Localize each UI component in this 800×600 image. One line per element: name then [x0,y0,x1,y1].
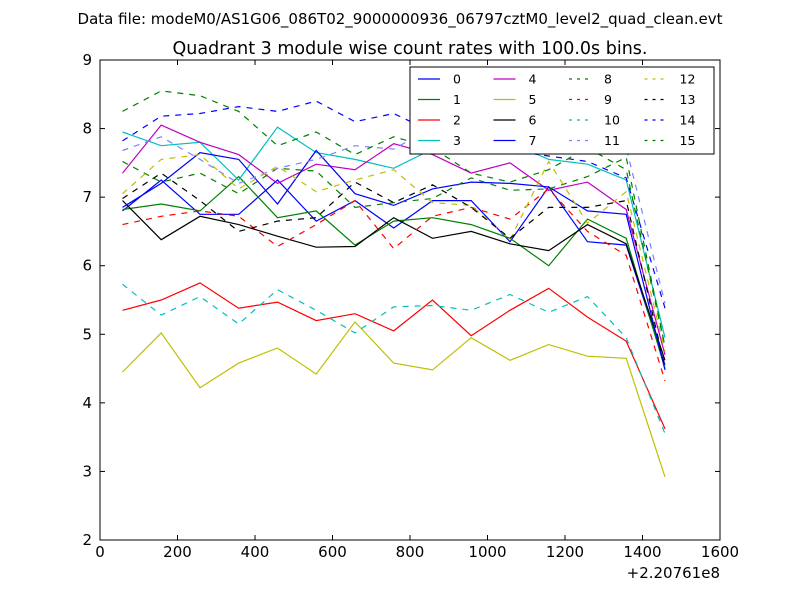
series-line-8 [122,156,666,347]
y-tick-label: 5 [82,325,92,343]
x-tick-label: 0 [95,543,105,561]
y-tick-label: 2 [82,531,92,549]
legend-label-2: 2 [453,113,461,128]
figure-suptitle: Data file: modeM0/AS1G06_086T02_90000009… [78,10,723,29]
legend-label-13: 13 [680,92,696,107]
series-line-14 [122,100,666,309]
legend-label-12: 12 [680,72,696,87]
x-axis-offset-label: +2.20761e8 [627,564,720,582]
series-line-0 [122,179,666,366]
legend-box [409,66,715,155]
x-tick-label: 400 [241,543,270,561]
x-tick-label: 1200 [546,543,584,561]
y-tick-label: 4 [82,394,92,412]
x-tick-label: 1000 [468,543,506,561]
series-line-13 [122,172,666,368]
legend-label-11: 11 [604,133,620,148]
x-tick-label: 1400 [623,543,661,561]
series-line-12 [122,153,666,352]
legend-label-14: 14 [680,113,696,128]
y-tick-label: 7 [82,188,92,206]
legend-label-4: 4 [529,72,537,87]
x-tick-label: 1600 [701,543,739,561]
series-line-10 [122,283,666,434]
y-tick-label: 6 [82,257,92,275]
series-line-15 [122,90,666,347]
series-line-1 [122,175,666,369]
x-tick-label: 800 [396,543,425,561]
series-line-6 [122,200,666,361]
legend-label-8: 8 [604,72,612,87]
x-tick-label: 600 [318,543,347,561]
plot-area: 0 200 400 600 800 1000 1200 1400 160023456789012… [82,51,739,561]
legend-label-1: 1 [453,92,461,107]
series-line-5 [122,320,666,478]
legend-label-6: 6 [529,113,537,128]
series-line-4 [122,124,666,356]
y-tick-label: 9 [82,51,92,69]
y-tick-label: 3 [82,462,92,480]
legend-label-15: 15 [680,133,696,148]
legend-label-5: 5 [529,92,537,107]
legend-label-0: 0 [453,72,461,87]
y-tick-label: 8 [82,120,92,138]
legend-label-7: 7 [529,133,537,148]
x-tick-label: 200 [163,543,192,561]
legend-label-9: 9 [604,92,612,107]
series-line-2 [122,282,666,430]
legend-label-3: 3 [453,133,461,148]
chart-title: Quadrant 3 module wise count rates with … [173,39,648,59]
legend-label-10: 10 [604,113,620,128]
